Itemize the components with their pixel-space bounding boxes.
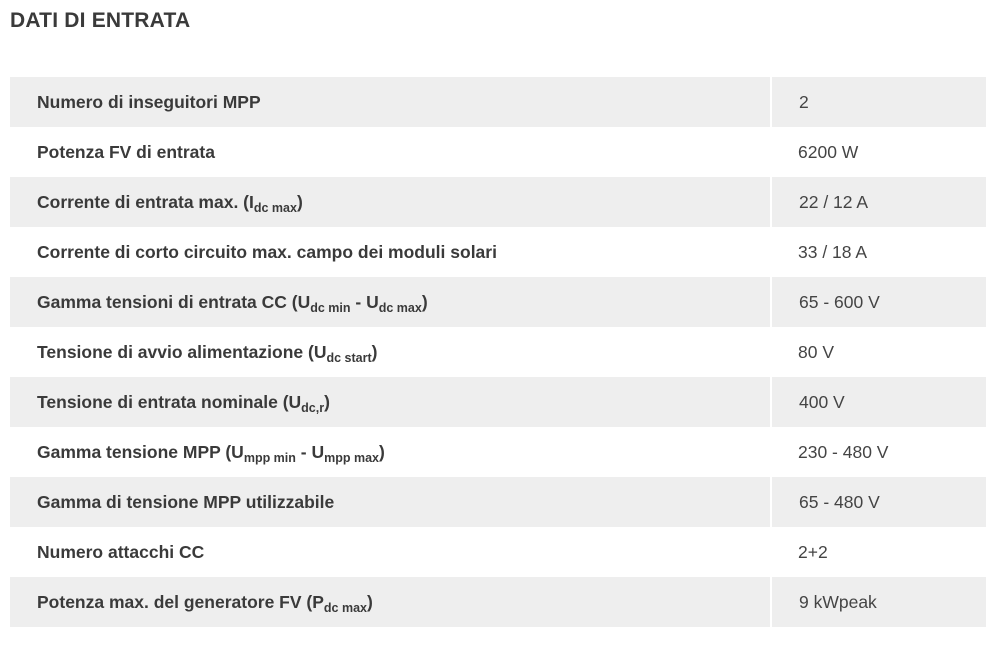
table-row: Gamma tensioni di entrata CC (Udc min - … — [10, 277, 986, 327]
label-text-end: ) — [296, 192, 303, 212]
table-row: Tensione di avvio alimentazione (Udc sta… — [10, 327, 986, 377]
row-label: Potenza FV di entrata — [10, 127, 771, 177]
table-row: Potenza FV di entrata 6200 W — [10, 127, 986, 177]
row-label: Corrente di corto circuito max. campo de… — [10, 227, 771, 277]
row-value: 400 V — [771, 377, 986, 427]
label-text: Potenza max. del generatore FV (P — [37, 592, 324, 612]
label-subscript: dc,r — [301, 401, 325, 415]
label-text: Corrente di corto circuito max. campo de… — [37, 242, 497, 262]
row-value: 2+2 — [771, 527, 986, 577]
table-row: Corrente di entrata max. (Idc max) 22 / … — [10, 177, 986, 227]
row-label: Numero attacchi CC — [10, 527, 771, 577]
label-subscript: dc max — [323, 601, 367, 615]
label-text: Tensione di entrata nominale (U — [37, 392, 302, 412]
row-label: Numero di inseguitori MPP — [10, 77, 772, 127]
label-text-end: ) — [324, 392, 330, 412]
table-row: Tensione di entrata nominale (Udc,r) 400… — [10, 377, 986, 427]
row-value: 6200 W — [771, 127, 986, 177]
label-subscript: mpp max — [324, 451, 380, 465]
section-title: DATI DI ENTRATA — [10, 9, 191, 32]
row-value: 22 / 12 A — [771, 177, 986, 227]
table-row: Corrente di corto circuito max. campo de… — [10, 227, 986, 277]
label-text: Potenza FV di entrata — [37, 142, 215, 162]
label-subscript: dc start — [326, 351, 372, 365]
row-label: Gamma tensioni di entrata CC (Udc min - … — [10, 277, 772, 327]
label-text: Tensione di avvio alimentazione (U — [37, 342, 327, 362]
label-subscript: mpp min — [243, 451, 296, 465]
label-subscript: dc max — [378, 301, 422, 315]
row-label: Potenza max. del generatore FV (Pdc max) — [10, 577, 772, 627]
row-value: 80 V — [771, 327, 986, 377]
label-subscript: dc max — [253, 201, 297, 215]
table-row: Gamma di tensione MPP utilizzabile 65 - … — [10, 477, 986, 527]
row-label: Gamma tensione MPP (Umpp min - Umpp max) — [10, 427, 771, 477]
label-text: Gamma tensioni di entrata CC (U — [37, 292, 311, 312]
table-row: Numero attacchi CC 2+2 — [10, 527, 986, 577]
row-value: 65 - 480 V — [771, 477, 986, 527]
label-text-mid: - U — [295, 442, 325, 462]
table-row: Gamma tensione MPP (Umpp min - Umpp max)… — [10, 427, 986, 477]
table-row: Potenza max. del generatore FV (Pdc max)… — [10, 577, 986, 627]
label-text-mid: - U — [350, 292, 379, 312]
label-text: Gamma di tensione MPP utilizzabile — [37, 492, 335, 512]
label-text-end: ) — [421, 292, 428, 312]
label-text-end: ) — [366, 592, 373, 612]
label-text: Numero attacchi CC — [37, 542, 205, 562]
label-subscript: dc min — [310, 301, 351, 315]
row-value: 33 / 18 A — [771, 227, 986, 277]
row-label: Gamma di tensione MPP utilizzabile — [10, 477, 772, 527]
row-label: Tensione di entrata nominale (Udc,r) — [10, 377, 772, 427]
label-text-end: ) — [379, 442, 385, 462]
row-value: 9 kWpeak — [771, 577, 986, 627]
label-text: Corrente di entrata max. (I — [37, 192, 254, 212]
table-row: Numero di inseguitori MPP 2 — [10, 77, 986, 127]
row-label: Corrente di entrata max. (Idc max) — [10, 177, 772, 227]
row-value: 65 - 600 V — [771, 277, 986, 327]
input-data-table: Numero di inseguitori MPP 2 Potenza FV d… — [10, 77, 986, 627]
label-text-end: ) — [371, 342, 378, 362]
label-text: Gamma tensione MPP (U — [37, 442, 244, 462]
label-text: Numero di inseguitori MPP — [37, 92, 261, 112]
row-label: Tensione di avvio alimentazione (Udc sta… — [10, 327, 771, 377]
row-value: 230 - 480 V — [771, 427, 986, 477]
row-value: 2 — [771, 77, 986, 127]
